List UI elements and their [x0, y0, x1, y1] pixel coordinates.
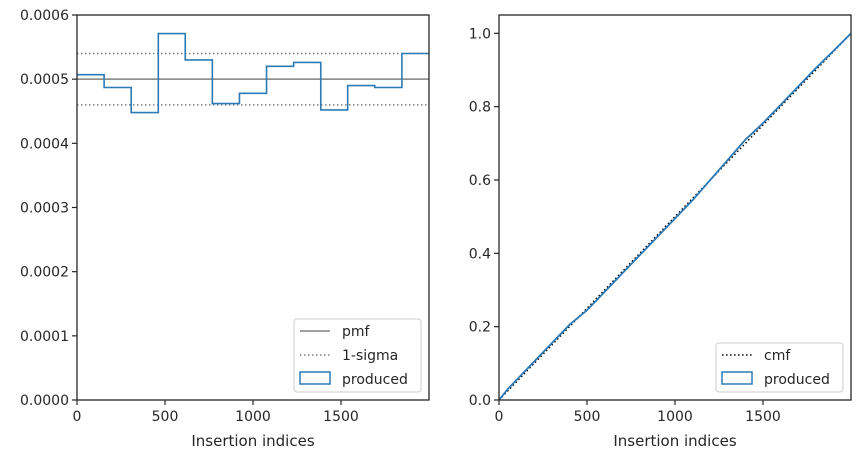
pmf-panel: 0 500 1000 1500 0.0000 0.0001 0.0002 0.0003 0.00… [20, 8, 430, 450]
legend-produced-label: produced [342, 372, 408, 388]
pmf-y-tick-label: 0.0000 [20, 393, 69, 409]
cmf-y-tick-label: 0.4 [469, 246, 491, 262]
cmf-legend: cmf produced [715, 342, 844, 393]
legend-1-sigma-label: 1-sigma [342, 348, 398, 364]
pmf-y-tick-label: 0.0002 [20, 265, 69, 281]
cmf-x-tick-label: 1500 [745, 409, 781, 425]
pmf-x-axis-label: Insertion indices [191, 432, 314, 450]
pmf-legend: pmf 1-sigma produced [293, 318, 422, 393]
pmf-y-tick-label: 0.0004 [20, 136, 69, 152]
legend-cmf-label: cmf [764, 348, 791, 364]
pmf-x-tick-label: 0 [73, 409, 82, 425]
pmf-y-tick-label: 0.0005 [20, 72, 69, 88]
cmf-x-tick-label: 0 [495, 409, 504, 425]
legend-produced-swatch [299, 371, 331, 385]
cmf-x-axis-label: Insertion indices [613, 432, 736, 450]
cmf-line [498, 32, 852, 401]
produced-cmf-line [498, 32, 852, 401]
pmf-legend-box [293, 318, 422, 393]
cmf-y-tick-label: 0.6 [469, 173, 491, 189]
cmf-x-tick-label: 500 [574, 409, 601, 425]
cmf-y-tick-label: 0.2 [469, 320, 491, 336]
legend-cmf-produced-swatch [721, 371, 753, 385]
cmf-legend-box [715, 342, 844, 393]
cmf-x-tick-label: 1000 [657, 409, 693, 425]
cmf-y-tick-label: 0.8 [469, 100, 491, 116]
legend-pmf-label: pmf [342, 324, 371, 340]
cmf-y-tick-label: 1.0 [469, 26, 491, 42]
produced-histogram [77, 32, 429, 114]
pmf-x-tick-label: 1000 [235, 409, 271, 425]
pmf-x-tick-label: 500 [152, 409, 179, 425]
pmf-y-tick-label: 0.0006 [20, 8, 69, 24]
legend-cmf-produced-label: produced [764, 372, 830, 388]
pmf-y-tick-label: 0.0003 [20, 201, 69, 217]
cmf-y-tick-label: 0.0 [469, 393, 491, 409]
pmf-x-tick-label: 1500 [323, 409, 359, 425]
pmf-y-tick-label: 0.0001 [20, 329, 69, 345]
cmf-panel: 0 500 1000 1500 0.0 0.2 0.4 0.6 0.8 1.0 Insertion… [469, 14, 852, 450]
